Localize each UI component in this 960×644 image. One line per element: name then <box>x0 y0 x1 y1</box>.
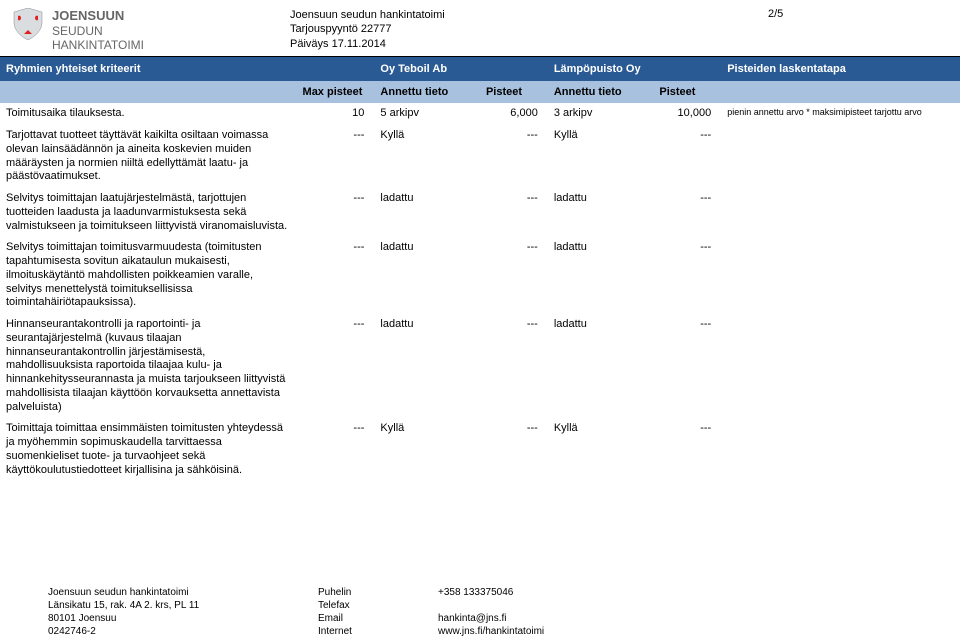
sub-empty2 <box>721 81 960 103</box>
cell-criteria: Hinnanseurantakontrolli ja raportointi- … <box>0 314 297 418</box>
header-center: Joensuun seudun hankintatoimi Tarjouspyy… <box>282 8 728 51</box>
th-method: Pisteiden laskentatapa <box>721 57 960 81</box>
th-vendor2: Lämpöpuisto Oy <box>548 57 721 81</box>
table-row: Toimittaja toimittaa ensimmäisten toimit… <box>0 418 960 481</box>
sub-max: Max pisteet <box>297 81 375 103</box>
cell-pt1: --- <box>480 314 548 418</box>
footer-phone: +358 133375046 <box>438 586 948 599</box>
cell-method <box>721 314 960 418</box>
footer-addr1: Länsikatu 15, rak. 4A 2. krs, PL 11 <box>48 599 318 612</box>
cell-method <box>721 125 960 188</box>
cell-pt1: --- <box>480 237 548 314</box>
cell-criteria: Toimitusaika tilauksesta. <box>0 103 297 125</box>
cell-criteria: Toimittaja toimittaa ensimmäisten toimit… <box>0 418 297 481</box>
table-row: Toimitusaika tilauksesta.105 arkipv6,000… <box>0 103 960 125</box>
cell-pt2: 10,000 <box>653 103 721 125</box>
table-row: Selvitys toimittajan laatujärjestelmästä… <box>0 188 960 237</box>
footer-web-label: Internet <box>318 625 438 638</box>
sub-empty1 <box>0 81 297 103</box>
table-row: Tarjottavat tuotteet täyttävät kaikilta … <box>0 125 960 188</box>
cell-at1: ladattu <box>374 237 480 314</box>
header-req: Tarjouspyyntö 22777 <box>290 22 728 36</box>
cell-criteria: Selvitys toimittajan toimitusvarmuudesta… <box>0 237 297 314</box>
cell-method <box>721 418 960 481</box>
page-header: JOENSUUN SEUDUN HANKINTATOIMI Joensuun s… <box>0 0 960 57</box>
logo-icon <box>12 8 44 43</box>
footer-phone-label: Puhelin <box>318 586 438 599</box>
th-criteria: Ryhmien yhteiset kriteerit <box>0 57 374 81</box>
header-date: Päiväys 17.11.2014 <box>290 37 728 51</box>
cell-criteria: Tarjottavat tuotteet täyttävät kaikilta … <box>0 125 297 188</box>
header-org: Joensuun seudun hankintatoimi <box>290 8 728 22</box>
logo-text: JOENSUUN SEUDUN HANKINTATOIMI <box>52 8 144 52</box>
sub-at2: Annettu tieto <box>548 81 654 103</box>
cell-pt2: --- <box>653 237 721 314</box>
cell-pt2: --- <box>653 188 721 237</box>
footer-fax-label: Telefax <box>318 599 438 612</box>
cell-at1: Kyllä <box>374 125 480 188</box>
footer-org: Joensuun seudun hankintatoimi <box>48 586 318 599</box>
cell-pt1: --- <box>480 188 548 237</box>
cell-at2: Kyllä <box>548 125 654 188</box>
cell-pt1: --- <box>480 418 548 481</box>
cell-max: --- <box>297 314 375 418</box>
cell-pt2: --- <box>653 418 721 481</box>
cell-criteria: Selvitys toimittajan laatujärjestelmästä… <box>0 188 297 237</box>
cell-at1: ladattu <box>374 314 480 418</box>
th-vendor1: Oy Teboil Ab <box>374 57 547 81</box>
cell-at2: Kyllä <box>548 418 654 481</box>
footer-email: hankinta@jns.fi <box>438 612 948 625</box>
cell-pt1: --- <box>480 125 548 188</box>
footer-fax <box>438 599 948 612</box>
cell-max: --- <box>297 237 375 314</box>
table-header-row: Ryhmien yhteiset kriteerit Oy Teboil Ab … <box>0 57 960 81</box>
criteria-table-wrap: Ryhmien yhteiset kriteerit Oy Teboil Ab … <box>0 57 960 481</box>
logo-line1: JOENSUUN <box>52 8 124 23</box>
cell-method: pienin annettu arvo * maksimipisteet tar… <box>721 103 960 125</box>
footer-email-label: Email <box>318 612 438 625</box>
cell-max: --- <box>297 125 375 188</box>
cell-method <box>721 237 960 314</box>
cell-pt2: --- <box>653 314 721 418</box>
cell-at2: ladattu <box>548 188 654 237</box>
cell-max: --- <box>297 418 375 481</box>
cell-max: --- <box>297 188 375 237</box>
table-row: Selvitys toimittajan toimitusvarmuudesta… <box>0 237 960 314</box>
cell-method <box>721 188 960 237</box>
sub-pt1: Pisteet <box>480 81 548 103</box>
cell-max: 10 <box>297 103 375 125</box>
table-subheader-row: Max pisteet Annettu tieto Pisteet Annett… <box>0 81 960 103</box>
logo-line3: HANKINTATOIMI <box>52 38 144 52</box>
logo-block: JOENSUUN SEUDUN HANKINTATOIMI <box>12 8 282 52</box>
header-page: 2/5 <box>728 8 948 20</box>
sub-at1: Annettu tieto <box>374 81 480 103</box>
cell-at2: ladattu <box>548 314 654 418</box>
cell-pt1: 6,000 <box>480 103 548 125</box>
cell-pt2: --- <box>653 125 721 188</box>
footer-addr2: 80101 Joensuu <box>48 612 318 625</box>
cell-at1: 5 arkipv <box>374 103 480 125</box>
footer-web: www.jns.fi/hankintatoimi <box>438 625 948 638</box>
cell-at2: ladattu <box>548 237 654 314</box>
cell-at1: ladattu <box>374 188 480 237</box>
page-footer: Joensuun seudun hankintatoimi Puhelin +3… <box>0 582 960 638</box>
logo-line2: SEUDUN <box>52 24 103 38</box>
cell-at2: 3 arkipv <box>548 103 654 125</box>
table-row: Hinnanseurantakontrolli ja raportointi- … <box>0 314 960 418</box>
cell-at1: Kyllä <box>374 418 480 481</box>
criteria-table: Ryhmien yhteiset kriteerit Oy Teboil Ab … <box>0 57 960 481</box>
footer-addr3: 0242746-2 <box>48 625 318 638</box>
sub-pt2: Pisteet <box>653 81 721 103</box>
